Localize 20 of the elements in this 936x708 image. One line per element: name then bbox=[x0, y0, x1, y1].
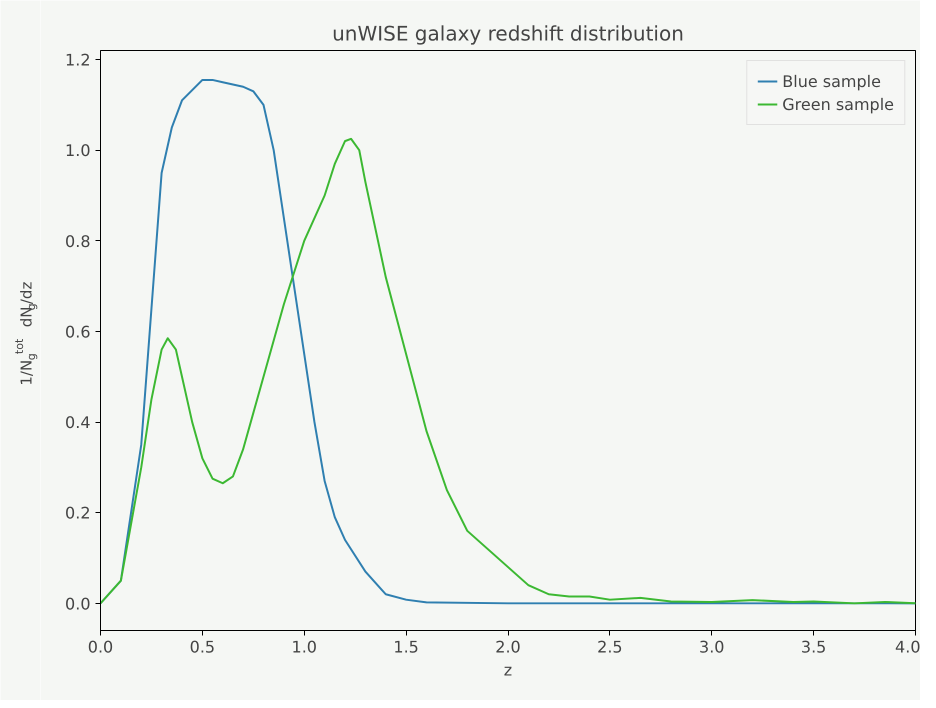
x-tick-label: 1.5 bbox=[393, 638, 419, 656]
legend-label: Green sample bbox=[782, 94, 894, 114]
x-tick-label: 1.0 bbox=[292, 638, 317, 656]
y-tick-label: 1.2 bbox=[65, 50, 91, 70]
y-tick-label: 0.2 bbox=[65, 504, 91, 523]
x-tick-label: 3.0 bbox=[699, 638, 724, 656]
x-tick-label: 2.5 bbox=[597, 638, 623, 656]
y-tick-label: 0.4 bbox=[65, 413, 91, 432]
y-tick-label: 0.6 bbox=[65, 322, 91, 342]
y-tick-label: 0.8 bbox=[65, 232, 91, 251]
x-tick-label: 2.0 bbox=[495, 638, 521, 656]
x-tick-label: 3.5 bbox=[800, 638, 826, 656]
chart-title: unWISE galaxy redshift distribution bbox=[332, 22, 684, 46]
legend-label: Blue sample bbox=[782, 72, 881, 90]
x-tick-label: 4.0 bbox=[895, 638, 921, 656]
x-axis-title: z bbox=[504, 660, 512, 680]
y-tick-label: 1.0 bbox=[65, 141, 91, 160]
x-tick-label: 0.0 bbox=[88, 638, 114, 656]
y-tick-label: 0.0 bbox=[65, 594, 91, 614]
x-tick-label: 0.5 bbox=[190, 638, 216, 656]
